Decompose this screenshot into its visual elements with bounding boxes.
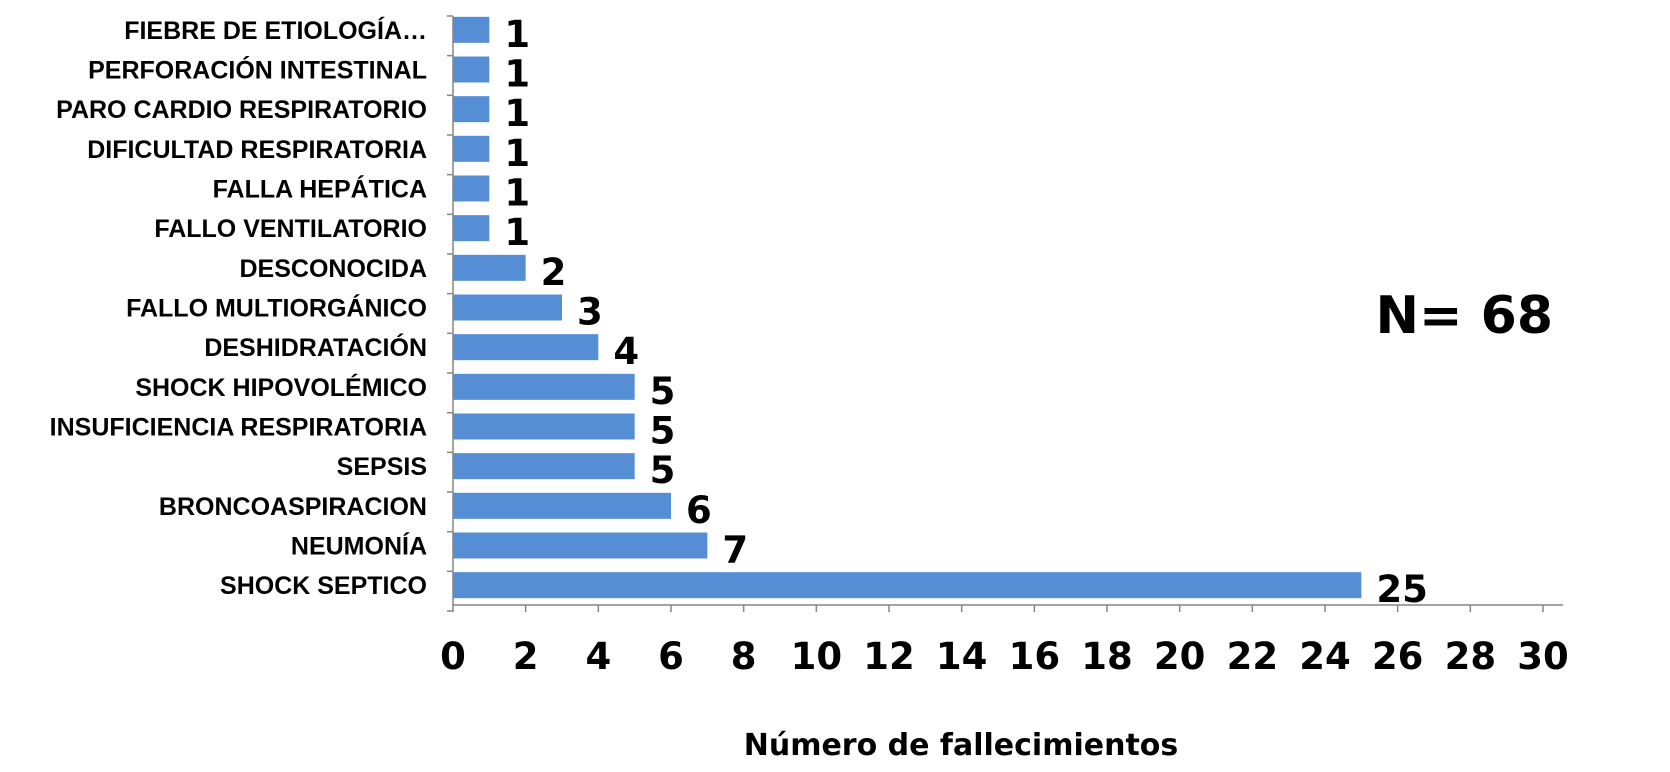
data-label: 6 xyxy=(686,489,712,532)
bar xyxy=(453,254,526,281)
x-tick-label: 14 xyxy=(936,635,988,678)
bar xyxy=(453,56,490,83)
category-label: SEPSIS xyxy=(337,453,427,481)
x-tick-label: 24 xyxy=(1299,635,1351,678)
x-tick-label: 20 xyxy=(1154,635,1206,678)
x-tick-label: 0 xyxy=(440,635,466,678)
x-tick-label: 18 xyxy=(1081,635,1133,678)
x-tick-label: 30 xyxy=(1517,635,1569,678)
category-label: INSUFICIENCIA RESPIRATORIA xyxy=(50,414,427,442)
bar xyxy=(453,492,671,519)
category-label: FALLA HEPÁTICA xyxy=(213,175,427,204)
x-tick-label: 4 xyxy=(585,635,611,678)
x-tick-label: 28 xyxy=(1445,635,1497,678)
x-tick-label: 12 xyxy=(863,635,915,678)
data-label: 4 xyxy=(613,330,639,373)
data-label: 1 xyxy=(504,172,530,215)
data-label: 1 xyxy=(504,53,530,96)
data-label: 1 xyxy=(504,92,530,135)
bar xyxy=(453,135,490,162)
bar xyxy=(453,413,635,440)
labels-group: FIEBRE DE ETIOLOGÍA… 1 PERFORACIÓN INTESTI… xyxy=(50,13,1569,678)
bar xyxy=(453,373,635,400)
category-label: PERFORACIÓN INTESTINAL xyxy=(88,55,427,85)
axes-group xyxy=(447,15,1563,612)
data-label: 5 xyxy=(650,370,676,413)
data-label: 1 xyxy=(504,211,530,254)
x-tick-label: 6 xyxy=(658,635,684,678)
data-label: 1 xyxy=(504,13,530,56)
bar xyxy=(453,453,635,480)
x-tick-label: 22 xyxy=(1227,635,1279,678)
category-label: BRONCOASPIRACION xyxy=(159,493,427,521)
category-label: DESCONOCIDA xyxy=(239,255,427,283)
bar xyxy=(453,175,490,202)
x-tick-label: 26 xyxy=(1372,635,1424,678)
category-label: FIEBRE DE ETIOLOGÍA… xyxy=(124,16,427,45)
bar xyxy=(453,572,1362,599)
bar xyxy=(453,16,490,43)
bars-group xyxy=(453,16,1362,599)
bar xyxy=(453,532,708,559)
data-label: 2 xyxy=(541,251,567,294)
total-annotation: N= 68 xyxy=(1375,286,1553,346)
data-label: 5 xyxy=(650,410,676,453)
data-label: 1 xyxy=(504,132,530,175)
category-label: FALLO MULTIORGÁNICO xyxy=(126,294,427,323)
category-label: FALLO VENTILATORIO xyxy=(154,215,427,243)
category-label: DIFICULTAD RESPIRATORIA xyxy=(87,136,427,164)
x-tick-label: 16 xyxy=(1009,635,1061,678)
bar xyxy=(453,215,490,242)
category-label: DESHIDRATACIÓN xyxy=(204,332,427,362)
data-label: 3 xyxy=(577,291,603,334)
x-tick-label: 8 xyxy=(731,635,757,678)
x-tick-label: 10 xyxy=(791,635,843,678)
category-label: SHOCK SEPTICO xyxy=(220,572,427,600)
x-axis-title: Número de fallecimientos xyxy=(744,728,1179,763)
bar xyxy=(453,334,599,361)
x-tick-label: 2 xyxy=(513,635,539,678)
category-label: PARO CARDIO RESPIRATORIO xyxy=(56,96,427,124)
data-label: 5 xyxy=(650,449,676,492)
bar xyxy=(453,96,490,123)
bar xyxy=(453,294,562,321)
category-label: SHOCK HIPOVOLÉMICO xyxy=(135,373,427,402)
category-label: NEUMONÍA xyxy=(291,532,427,561)
data-label: 7 xyxy=(722,529,748,572)
data-label: 25 xyxy=(1376,568,1428,611)
